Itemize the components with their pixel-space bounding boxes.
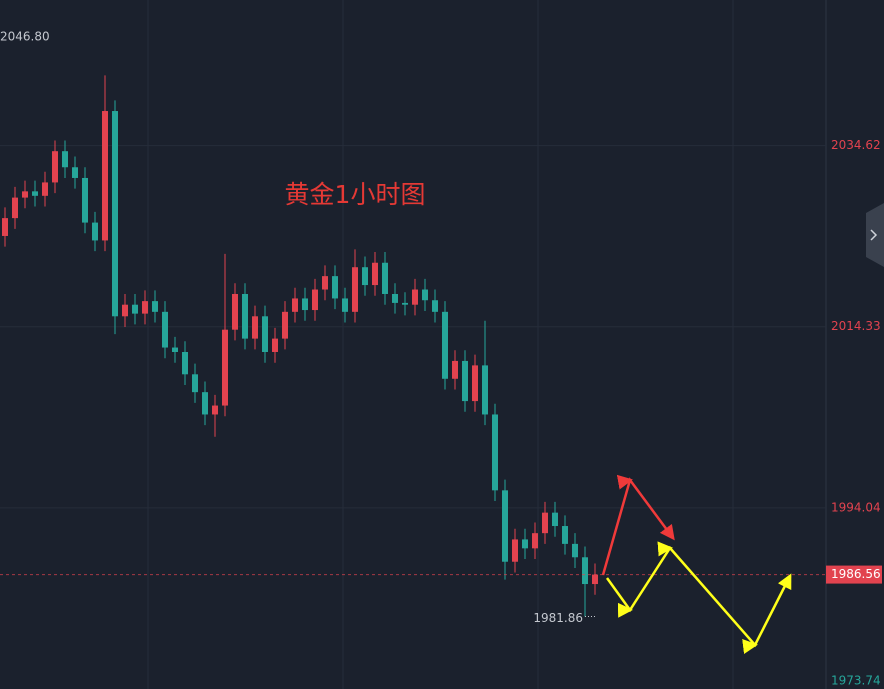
candle-body bbox=[232, 293, 238, 330]
candle-body bbox=[142, 301, 148, 314]
candle-body bbox=[222, 329, 228, 406]
candle-body bbox=[212, 405, 218, 415]
forecast-arrow-yellow bbox=[605, 541, 792, 654]
candle-body bbox=[302, 298, 308, 311]
chart-title: 黄金1小时图 bbox=[285, 180, 426, 209]
candle-body bbox=[342, 298, 348, 312]
candle-body bbox=[542, 512, 548, 534]
candle-body bbox=[162, 311, 168, 348]
candle-body bbox=[202, 392, 208, 415]
candle-body bbox=[582, 557, 588, 585]
last-price-label: 1986.56 bbox=[831, 567, 881, 581]
candle-body bbox=[132, 304, 138, 314]
candle-body bbox=[192, 374, 198, 393]
candle-body bbox=[392, 293, 398, 303]
candle-body bbox=[52, 151, 58, 183]
candle-body bbox=[282, 311, 288, 339]
candle-body bbox=[552, 512, 558, 527]
candle-body bbox=[502, 490, 508, 562]
y-tick-label: 1994.04 bbox=[831, 500, 881, 514]
candle-body bbox=[332, 276, 338, 299]
candle-body bbox=[62, 151, 68, 168]
candle-body bbox=[572, 543, 578, 558]
candle-body bbox=[112, 111, 118, 317]
candle-body bbox=[122, 304, 128, 317]
candle-body bbox=[512, 539, 518, 562]
candle-body bbox=[442, 311, 448, 379]
candle-body bbox=[242, 293, 248, 339]
axis-bottom-label: 1973.74 bbox=[831, 674, 881, 688]
candle-body bbox=[262, 316, 268, 352]
candle-body bbox=[272, 338, 278, 352]
candle-body bbox=[462, 360, 468, 402]
y-tick-label: 2034.62 bbox=[831, 138, 881, 152]
candle-body bbox=[2, 218, 8, 236]
last-price-box bbox=[826, 565, 882, 584]
candle-body bbox=[32, 191, 38, 196]
candle-body bbox=[12, 197, 18, 219]
candle-body bbox=[22, 191, 28, 198]
candle-body bbox=[432, 300, 438, 312]
candle-body bbox=[492, 414, 498, 491]
candle-body bbox=[382, 262, 388, 294]
candle-body bbox=[152, 301, 158, 312]
candle-body bbox=[372, 262, 378, 286]
candle-body bbox=[412, 289, 418, 305]
candle-body bbox=[182, 351, 188, 375]
forecast-arrow-red bbox=[601, 474, 675, 576]
candle-body bbox=[42, 182, 48, 196]
candle-body bbox=[72, 167, 78, 178]
high-marker-label: 2046.80 bbox=[0, 29, 50, 43]
candle-body bbox=[402, 302, 408, 305]
candle-body bbox=[352, 267, 358, 312]
y-tick-label: 2014.33 bbox=[831, 319, 881, 333]
candle-body bbox=[252, 316, 258, 339]
candle-body bbox=[82, 177, 88, 223]
candle-body bbox=[362, 267, 368, 286]
candle-body bbox=[562, 526, 568, 544]
candle-body bbox=[422, 289, 428, 301]
candle-body bbox=[592, 574, 598, 585]
collapse-button[interactable] bbox=[866, 203, 884, 267]
candle-body bbox=[312, 289, 318, 311]
candle-body bbox=[92, 222, 98, 241]
candle-body bbox=[532, 533, 538, 549]
candle-body bbox=[172, 347, 178, 352]
candle-body bbox=[102, 111, 108, 241]
low-marker-label: 1981.86 bbox=[533, 611, 583, 625]
candle-body bbox=[292, 298, 298, 312]
candle-body bbox=[522, 539, 528, 549]
candle-body bbox=[322, 276, 328, 290]
candle-body bbox=[482, 365, 488, 415]
candle-body bbox=[452, 360, 458, 379]
candle-body bbox=[472, 365, 478, 402]
